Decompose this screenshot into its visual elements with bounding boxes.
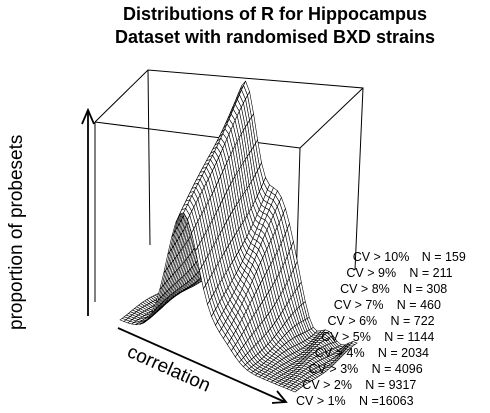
cv-label-9: CV > 9%	[346, 266, 396, 280]
cv-label-8: CV > 8%	[340, 282, 390, 296]
chart-title-line-2: Dataset with randomised BXD strains	[115, 27, 435, 47]
n-label-9: N = 211	[409, 266, 452, 280]
cv-label-5: CV > 5%	[321, 330, 371, 344]
n-label-7: N = 460	[397, 298, 441, 312]
n-label-1: N =16063	[359, 394, 414, 408]
cv-label-10: CV > 10%	[353, 250, 410, 264]
n-label-10: N = 159	[422, 250, 466, 264]
n-label-4: N = 2034	[378, 346, 429, 360]
n-label-5: N = 1144	[384, 330, 434, 344]
surface-mesh	[119, 80, 358, 393]
x-axis-arrow	[117, 327, 288, 404]
z-axis-arrow	[81, 107, 95, 316]
cv-label-4: CV > 4%	[315, 346, 365, 360]
n-label-6: N = 722	[391, 314, 435, 328]
n-label-8: N = 308	[403, 282, 447, 296]
surface-facet	[290, 388, 298, 393]
n-label-2: N = 9317	[365, 378, 416, 392]
cv-label-2: CV > 2%	[302, 378, 352, 392]
cv-label-7: CV > 7%	[334, 298, 384, 312]
cv-label-1: CV > 1%	[296, 394, 346, 408]
z-axis-label: proportion of probesets	[6, 135, 27, 330]
cv-series-labels: CV > 1% N =16063 CV > 2% N = 9317 CV > 3% N =…	[296, 250, 466, 408]
cv-label-3: CV > 3%	[309, 362, 359, 376]
cv-label-6: CV > 6%	[328, 314, 378, 328]
n-label-3: N = 4096	[372, 362, 423, 376]
chart-title-line-1: Distributions of R for Hippocampus	[123, 4, 427, 24]
